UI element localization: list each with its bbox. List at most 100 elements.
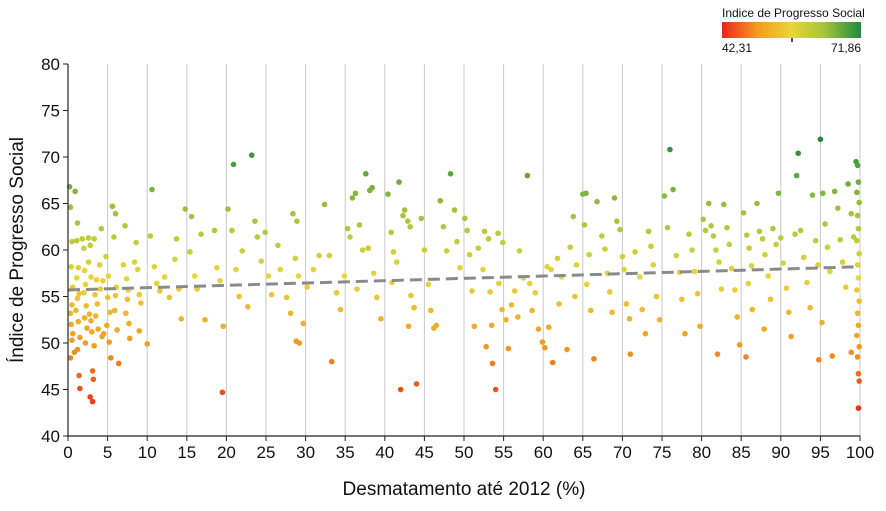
data-point-65 <box>109 203 116 210</box>
data-point-24 <box>77 385 83 392</box>
data-point-84 <box>136 291 143 298</box>
data-point-277 <box>708 223 714 229</box>
data-point-270 <box>689 247 695 253</box>
data-point-91 <box>153 280 160 287</box>
data-point-274 <box>700 216 706 223</box>
x-tick-label-35: 35 <box>336 443 355 462</box>
data-point-186 <box>457 264 463 271</box>
data-point-105 <box>202 316 208 323</box>
data-point-62 <box>104 322 110 329</box>
x-tick-label-75: 75 <box>653 443 672 462</box>
data-point-328 <box>829 353 836 359</box>
data-point-156 <box>370 270 377 277</box>
data-point-9 <box>69 337 75 344</box>
data-point-309 <box>783 285 790 291</box>
data-point-198 <box>483 343 489 350</box>
data-point-248 <box>621 266 627 273</box>
data-point-127 <box>283 294 290 301</box>
data-point-28 <box>82 281 89 288</box>
data-point-88 <box>149 186 155 193</box>
data-point-249 <box>623 301 630 307</box>
data-point-319 <box>809 192 816 198</box>
data-point-100 <box>188 213 195 220</box>
data-point-53 <box>96 262 103 268</box>
data-point-20 <box>75 318 82 325</box>
data-point-306 <box>775 190 782 197</box>
data-point-359 <box>855 405 862 411</box>
data-point-5 <box>69 302 75 308</box>
data-point-92 <box>157 288 163 294</box>
data-point-240 <box>602 246 608 252</box>
data-point-141 <box>328 358 335 365</box>
data-point-42 <box>89 398 96 405</box>
data-point-175 <box>421 247 428 253</box>
data-point-47 <box>92 291 98 298</box>
y-tick-label-55: 55 <box>41 288 60 307</box>
x-tick-label-70: 70 <box>613 443 632 462</box>
data-point-207 <box>508 302 515 308</box>
data-point-243 <box>609 309 615 316</box>
data-point-216 <box>535 326 542 332</box>
data-point-140 <box>326 252 333 259</box>
data-point-168 <box>407 223 413 230</box>
data-point-149 <box>356 222 363 228</box>
data-point-218 <box>541 344 548 351</box>
data-point-15 <box>75 264 82 271</box>
data-point-283 <box>720 201 727 208</box>
data-point-78 <box>123 310 129 317</box>
x-tick-label-60: 60 <box>534 443 553 462</box>
data-point-36 <box>85 259 92 265</box>
data-point-264 <box>670 186 676 193</box>
data-point-354 <box>854 332 860 339</box>
data-point-54 <box>100 277 106 284</box>
data-point-336 <box>848 210 855 217</box>
data-point-254 <box>639 306 645 313</box>
data-point-340 <box>854 162 861 169</box>
data-point-119 <box>252 218 258 224</box>
data-point-150 <box>359 247 366 253</box>
data-point-128 <box>287 310 294 317</box>
data-point-245 <box>614 218 620 224</box>
data-point-256 <box>645 228 652 235</box>
data-point-338 <box>848 349 855 356</box>
data-point-82 <box>131 259 138 265</box>
y-tick-label-80: 80 <box>41 55 60 74</box>
data-point-331 <box>835 205 841 211</box>
data-point-129 <box>290 210 296 217</box>
data-point-73 <box>122 223 128 229</box>
data-point-181 <box>440 223 447 230</box>
data-point-275 <box>702 227 709 234</box>
data-point-234 <box>586 251 592 258</box>
data-point-289 <box>736 342 743 348</box>
data-point-117 <box>244 303 251 310</box>
data-point-252 <box>632 249 638 255</box>
x-tick-label-10: 10 <box>138 443 157 462</box>
data-point-166 <box>401 207 408 213</box>
data-point-46 <box>93 276 100 283</box>
data-point-302 <box>767 296 774 303</box>
data-point-342 <box>854 189 860 196</box>
x-tick-label-55: 55 <box>494 443 513 462</box>
data-point-137 <box>310 266 317 273</box>
data-point-294 <box>745 280 752 287</box>
data-point-213 <box>526 280 533 287</box>
data-point-351 <box>856 298 863 304</box>
x-tick-label-100: 100 <box>846 443 874 462</box>
data-point-99 <box>182 206 189 212</box>
data-point-250 <box>626 316 633 322</box>
y-tick-label-75: 75 <box>41 102 60 121</box>
y-tick-label-70: 70 <box>41 148 60 167</box>
data-point-271 <box>691 268 698 275</box>
data-point-323 <box>819 190 826 197</box>
data-point-235 <box>583 281 590 288</box>
data-point-220 <box>548 266 554 273</box>
data-point-278 <box>710 233 717 239</box>
data-point-199 <box>489 360 496 367</box>
data-point-353 <box>855 322 862 329</box>
data-point-48 <box>94 301 101 307</box>
data-point-185 <box>454 238 460 245</box>
data-point-187 <box>461 215 468 222</box>
data-point-356 <box>854 354 861 360</box>
data-point-344 <box>854 212 861 219</box>
